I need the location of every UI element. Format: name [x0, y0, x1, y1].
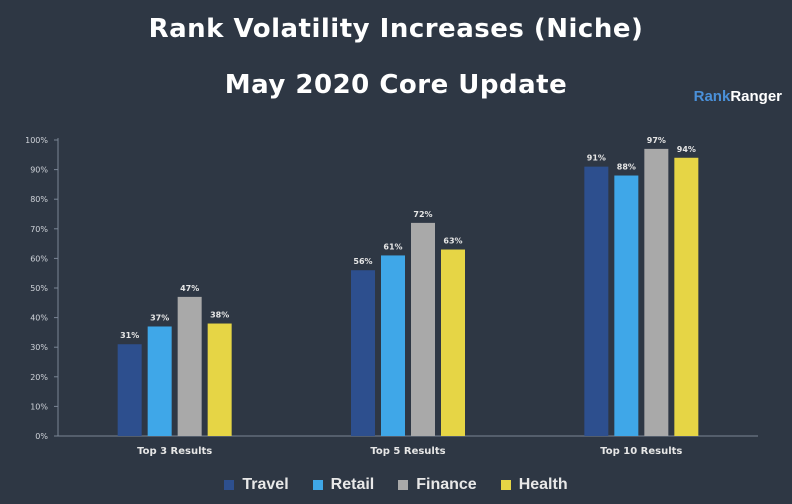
legend-item: Finance — [398, 476, 477, 494]
brand-logo: RankRanger — [694, 88, 782, 105]
y-tick-label: 70% — [30, 225, 48, 234]
bar-value-label: 31% — [120, 331, 139, 340]
bar-value-label: 47% — [180, 284, 199, 293]
y-tick-label: 40% — [30, 314, 48, 323]
y-tick-label: 30% — [30, 343, 48, 352]
bar — [147, 326, 172, 436]
bar-value-label: 63% — [443, 237, 462, 246]
bar-value-label: 91% — [587, 154, 606, 163]
x-category-label: Top 3 Results — [137, 446, 212, 457]
brand-logo-part2: Ranger — [730, 88, 782, 105]
y-tick-label: 50% — [30, 284, 48, 293]
bar-value-label: 88% — [617, 163, 636, 172]
y-tick-label: 10% — [30, 402, 48, 411]
bar-value-label: 97% — [647, 136, 666, 145]
bar-chart: 0% 10% 20% 30% 40% 50% 60% 70% 80% 90% 100% 31% 37% 4… — [25, 136, 758, 457]
legend-item: Health — [500, 476, 568, 494]
legend-label: Health — [518, 476, 568, 493]
bar-value-label: 61% — [383, 242, 402, 251]
bar — [584, 166, 609, 436]
legend-item: Travel — [224, 476, 289, 494]
bar-value-label: 37% — [150, 313, 169, 322]
brand-logo-part1: Rank — [693, 88, 731, 105]
bar-value-label: 72% — [413, 210, 432, 219]
legend-swatch — [398, 480, 409, 490]
bar-value-label: 94% — [677, 145, 696, 154]
bar-value-label: 38% — [210, 311, 229, 320]
legend-swatch — [224, 480, 235, 490]
chart-subtitle: May 2020 Core Update — [224, 70, 568, 100]
legend-item: Retail — [312, 476, 375, 494]
bar — [207, 323, 232, 436]
bar — [177, 296, 202, 436]
y-tick-label: 90% — [30, 166, 48, 175]
legend-swatch — [312, 480, 323, 490]
y-tick-label: 100% — [25, 136, 48, 145]
legend-label: Finance — [416, 476, 477, 493]
bar — [644, 148, 669, 436]
x-category-label: Top 5 Results — [370, 446, 445, 457]
bar — [117, 344, 142, 436]
bar — [411, 222, 435, 436]
bar — [441, 249, 465, 436]
x-category-label: Top 10 Results — [600, 446, 682, 457]
bar — [351, 270, 375, 436]
chart-title: Rank Volatility Increases (Niche) — [148, 14, 644, 44]
y-tick-label: 0% — [35, 432, 48, 441]
bar-value-label: 56% — [353, 257, 372, 266]
y-tick-label: 80% — [30, 195, 48, 204]
legend-label: Travel — [242, 476, 289, 493]
chart-legend: Travel Retail Finance Health — [0, 476, 792, 494]
bar — [674, 157, 699, 436]
y-tick-label: 20% — [30, 373, 48, 382]
legend-swatch — [500, 480, 511, 490]
y-tick-label: 60% — [30, 254, 48, 263]
bar — [614, 175, 639, 436]
bar — [381, 255, 405, 436]
legend-label: Retail — [330, 476, 375, 493]
